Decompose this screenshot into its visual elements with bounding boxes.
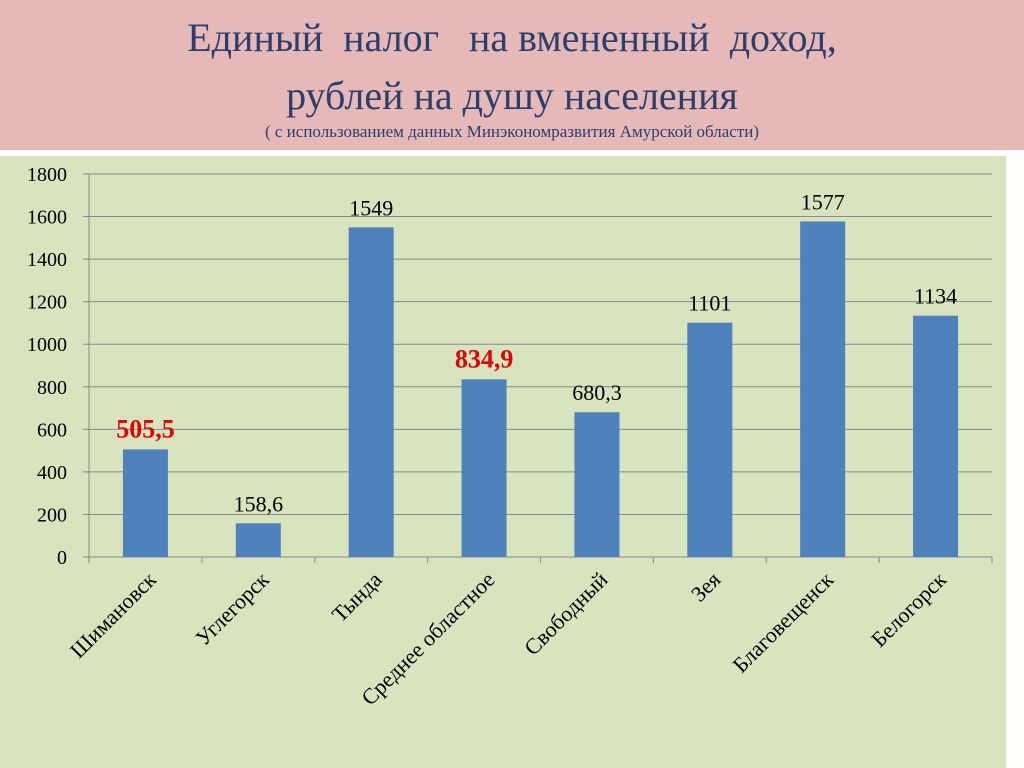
y-tick-label: 1400 [27, 249, 67, 271]
chart-panel: 0 200 400 600 800 1000 1200 1400 1600 1800 505,5 Ши… [0, 156, 1006, 768]
data-label: 1101 [688, 291, 731, 316]
bar [235, 523, 281, 557]
bar [461, 379, 507, 557]
bar [574, 412, 620, 557]
category-label: Белогорск [866, 567, 951, 652]
data-label: 1134 [914, 284, 957, 309]
category-label: Шимановск [65, 567, 161, 663]
slide-title-line1: Единый налог на вмененный доход, [187, 15, 837, 60]
y-tick-label: 0 [57, 547, 67, 569]
bar [348, 227, 394, 557]
y-tick-label: 1800 [27, 164, 67, 186]
y-tick-label: 1600 [27, 207, 67, 229]
bar [122, 449, 168, 557]
category-label: Свободный [519, 567, 612, 660]
y-tick-label: 1000 [27, 334, 67, 356]
data-label: 1577 [801, 189, 845, 214]
bar-chart: 0 200 400 600 800 1000 1200 1400 1600 1800 505,5 Ши… [27, 164, 993, 710]
slide-margin [1006, 156, 1024, 768]
category-label: Тында [327, 567, 387, 627]
y-tick-label: 800 [37, 377, 67, 399]
data-label: 834,9 [455, 344, 514, 373]
slide-subtitle: ( с использованием данных Минэкономразви… [264, 122, 760, 141]
slide-title-line2: рублей на душу населения [286, 73, 738, 118]
data-label: 680,3 [572, 380, 622, 405]
y-tick-label: 1200 [27, 292, 67, 314]
bar [687, 322, 733, 557]
y-tick-label: 600 [37, 419, 67, 441]
category-label: Углегорск [190, 567, 274, 651]
y-tick-label: 200 [37, 504, 67, 526]
bar [800, 221, 846, 557]
category-label: Благовещенск [728, 567, 839, 678]
slide-header: Единый налог на вмененный доход, рублей … [0, 0, 1024, 150]
y-tick-label: 400 [37, 462, 67, 484]
data-label: 158,6 [234, 491, 284, 516]
data-label: 1549 [349, 195, 393, 220]
category-label: Зея [686, 567, 726, 607]
bar [913, 315, 959, 557]
data-label: 505,5 [116, 414, 175, 443]
